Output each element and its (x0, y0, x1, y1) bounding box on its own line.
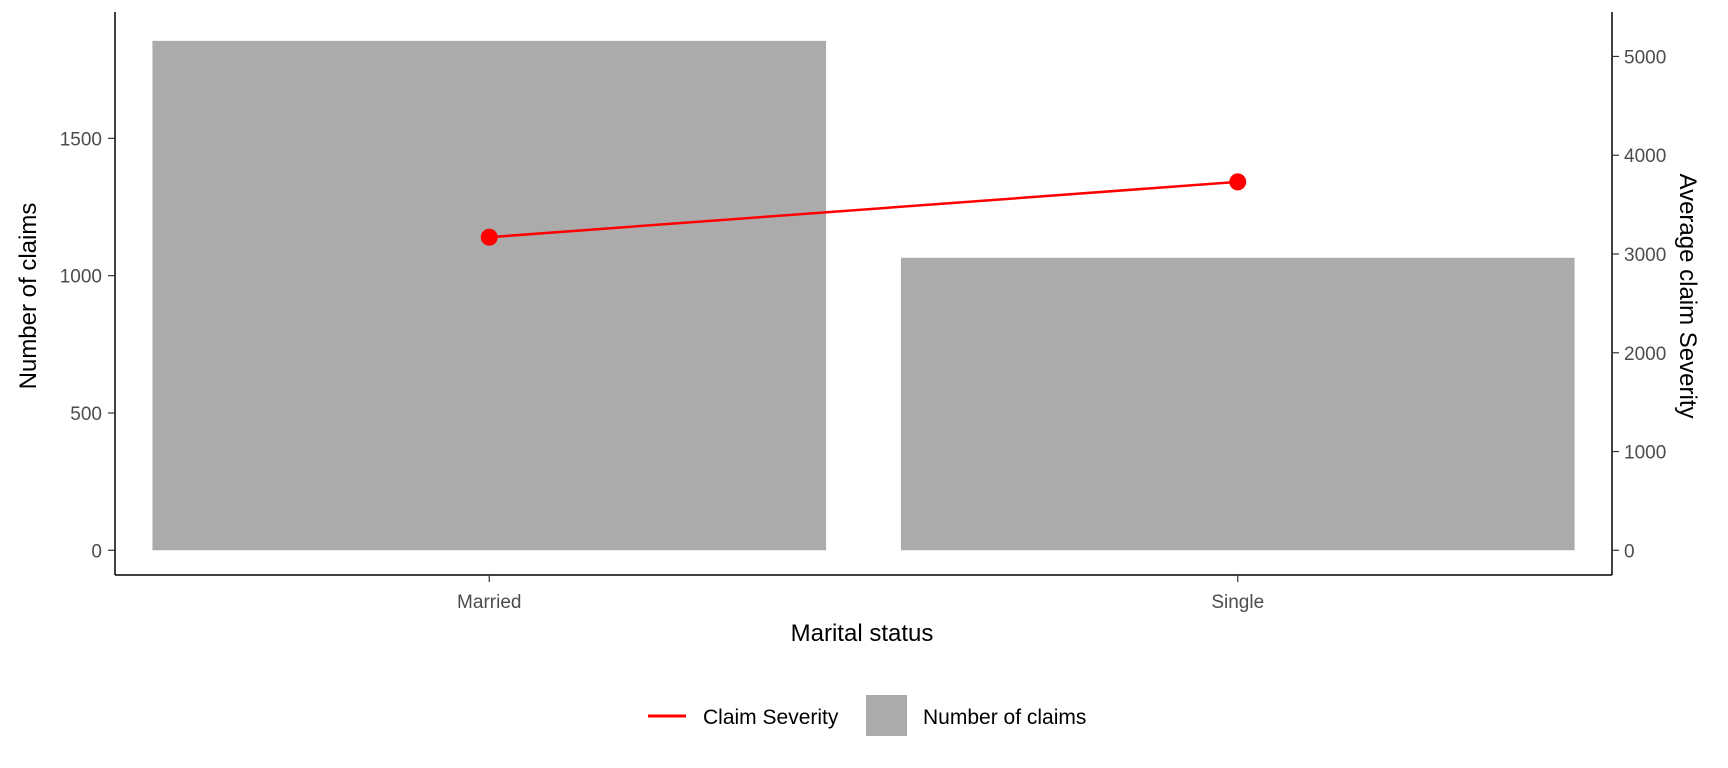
y-tick-label-right: 3000 (1624, 245, 1666, 266)
severity-line-layer (480, 173, 1247, 246)
severity-point-married (480, 228, 498, 246)
y-tick-label-left: 0 (91, 541, 102, 562)
legend-label-claim-severity: Claim Severity (703, 706, 839, 729)
x-tick-label: Married (457, 592, 521, 613)
y-tick-label-right: 0 (1624, 541, 1635, 562)
x-tick-label: Single (1211, 592, 1264, 613)
x-axis-title: Marital status (791, 620, 934, 647)
bar-single (900, 257, 1575, 551)
legend-label-number-of-claims: Number of claims (923, 706, 1086, 729)
legend: Claim Severity Number of claims (648, 695, 1086, 736)
y-tick-label-right: 1000 (1624, 443, 1666, 464)
legend-key-number-of-claims (866, 695, 907, 736)
y-tick-label-right: 4000 (1624, 146, 1666, 167)
y-tick-label-left: 1000 (60, 267, 102, 288)
y-tick-label-left: 1500 (60, 129, 102, 150)
severity-line (489, 180, 1238, 239)
y-tick-label-right: 5000 (1624, 47, 1666, 68)
severity-point-single (1229, 173, 1247, 191)
y-tick-label-left: 500 (70, 404, 102, 425)
y-axis-title-left: Number of claims (15, 203, 42, 390)
bars-layer (152, 40, 1575, 551)
y-axis-title-right: Average claim Severity (1674, 174, 1701, 419)
bar-married (152, 40, 827, 551)
axes-layer: 0 500 1000 1500 0 1000 2000 3000 4000 5000 Married… (60, 12, 1666, 613)
y-tick-label-right: 2000 (1624, 344, 1666, 365)
